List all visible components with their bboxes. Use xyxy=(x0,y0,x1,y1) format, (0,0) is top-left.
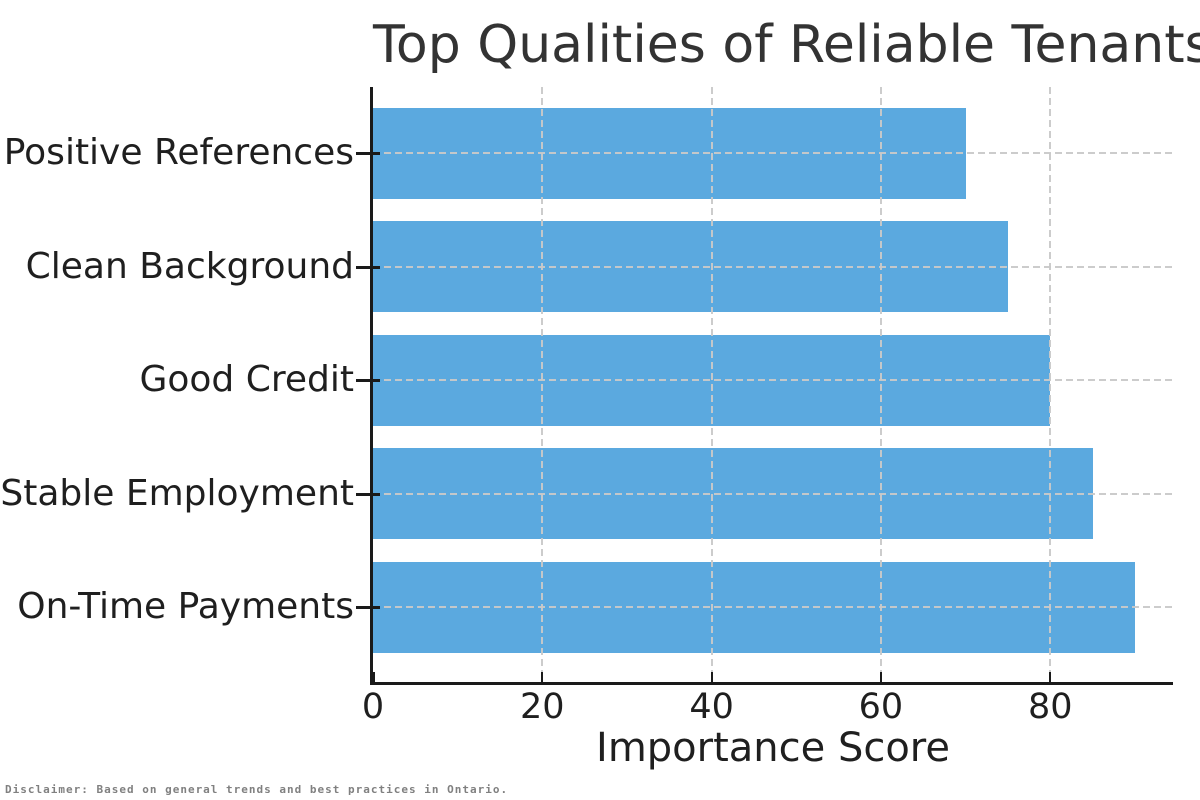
y-tick-label: Positive References xyxy=(3,132,354,174)
vertical-gridline xyxy=(879,87,882,682)
y-tick-mark xyxy=(356,492,380,496)
x-tick-label: 80 xyxy=(1027,687,1073,727)
horizontal-gridline xyxy=(373,265,1173,268)
x-tick-mark xyxy=(373,672,375,682)
plot-area xyxy=(370,87,1173,685)
x-tick-mark xyxy=(879,672,882,682)
y-tick-mark xyxy=(356,379,380,383)
horizontal-gridline xyxy=(373,152,1173,154)
y-tick-label: Stable Employment xyxy=(0,473,354,514)
vertical-gridline xyxy=(710,87,713,682)
y-tick-mark xyxy=(356,265,380,269)
horizontal-gridline xyxy=(373,606,1173,609)
y-tick-label: Good Credit xyxy=(139,359,354,401)
horizontal-gridline xyxy=(373,379,1173,382)
x-tick-mark xyxy=(1049,672,1052,682)
vertical-gridline xyxy=(1049,87,1052,682)
y-tick-mark xyxy=(356,152,380,155)
horizontal-gridline xyxy=(373,492,1173,495)
x-tick-label: 20 xyxy=(520,687,565,727)
disclaimer-text: Disclaimer: Based on general trends and … xyxy=(5,783,509,796)
y-tick-label: On-Time Payments xyxy=(17,586,354,628)
x-tick-mark xyxy=(710,672,713,682)
x-tick-mark xyxy=(541,672,544,682)
chart-title: Top Qualities of Reliable Tenants xyxy=(373,15,1200,75)
x-axis-label: Importance Score xyxy=(596,725,950,771)
x-tick-label: 0 xyxy=(361,687,385,727)
y-tick-label: Clean Background xyxy=(25,245,354,287)
vertical-gridline xyxy=(541,87,544,682)
y-tick-mark xyxy=(356,606,380,610)
x-tick-label: 40 xyxy=(689,687,734,727)
x-tick-label: 60 xyxy=(858,687,904,727)
